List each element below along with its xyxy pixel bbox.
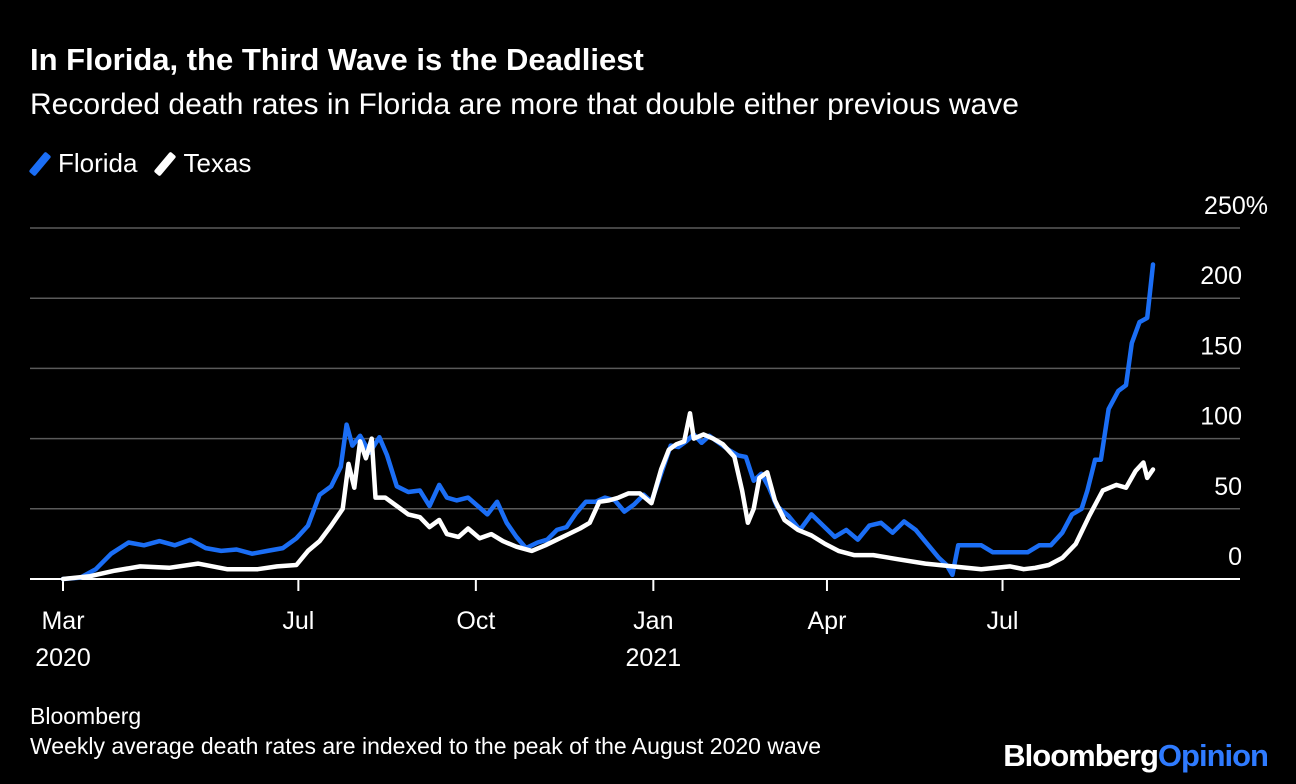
brand-logo-bloomberg: Bloomberg (1003, 738, 1159, 773)
brand-logo: BloombergOpinion (1003, 738, 1269, 774)
y-axis-labels: 0 50 100 150 200 250% (1200, 192, 1268, 571)
legend-item-texas: Texas (154, 148, 252, 179)
x-tick-label: Jan (633, 607, 673, 635)
legend: Florida Texas (28, 148, 252, 179)
line-chart: 0 50 100 150 200 250% Mar 2020 Jul Oct Jan 2021 Apr… (30, 192, 1268, 672)
y-tick-label: 250% (1204, 192, 1268, 220)
x-tick-year-label: 2020 (35, 644, 91, 672)
gridlines (30, 227, 1240, 580)
y-tick-label: 150 (1200, 332, 1242, 360)
x-tick-year-label: 2021 (626, 644, 682, 672)
brand-logo-opinion: Opinion (1157, 738, 1269, 773)
series-line-texas (60, 411, 1156, 582)
y-tick-label: 100 (1200, 403, 1242, 431)
y-tick-label: 200 (1200, 262, 1242, 290)
x-tick-label: Mar (41, 607, 84, 635)
x-tick-label: Jul (987, 607, 1019, 635)
y-tick-label: 0 (1228, 543, 1242, 571)
x-tick-label: Jul (282, 607, 314, 635)
chart-subtitle: Recorded death rates in Florida are more… (30, 88, 1019, 121)
y-tick-label: 50 (1214, 473, 1242, 501)
chart-title: In Florida, the Third Wave is the Deadli… (30, 42, 644, 77)
legend-item-florida: Florida (28, 148, 138, 179)
source-label: Bloomberg (30, 703, 142, 729)
x-axis-labels: Mar 2020 Jul Oct Jan 2021 Apr Jul (35, 579, 1019, 672)
footnote: Weekly average death rates are indexed t… (30, 733, 822, 759)
legend-label-florida: Florida (58, 148, 138, 178)
series-lines (60, 262, 1156, 582)
series-line-florida (60, 262, 1156, 582)
x-tick-label: Apr (808, 607, 847, 635)
legend-label-texas: Texas (183, 148, 252, 178)
x-tick-label: Oct (456, 607, 495, 635)
